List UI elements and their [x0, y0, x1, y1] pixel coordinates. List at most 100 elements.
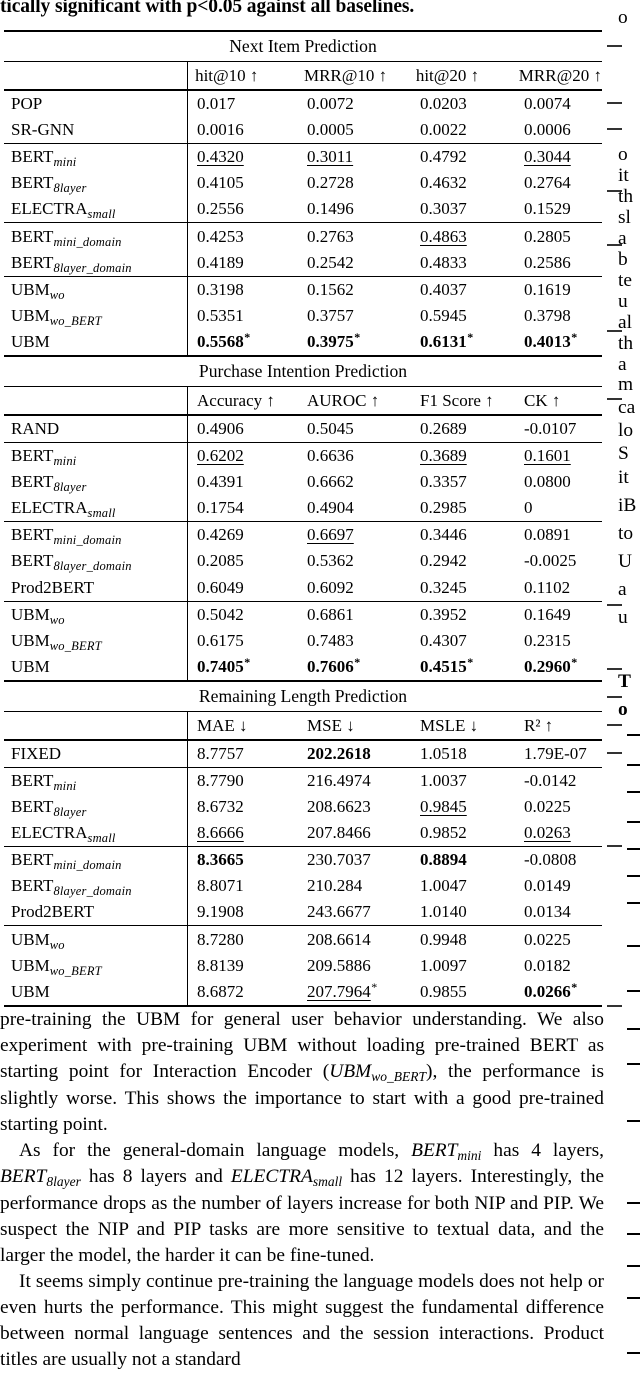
cell-value: 0.0074 — [524, 94, 571, 114]
row-label-base: BERT — [11, 797, 54, 817]
cell-value: 208.6623 — [307, 797, 371, 817]
row-label: UBM — [4, 982, 187, 1002]
table-cell: 0.7606* — [297, 655, 410, 677]
cell-value: 0.5568 — [197, 331, 244, 351]
row-label-subscript: mini_domain — [53, 533, 122, 548]
cutoff-dash-fragment — [627, 848, 640, 850]
cutoff-rule-fragment — [607, 244, 622, 246]
significance-star: * — [467, 655, 474, 670]
table-cell: 0.4037 — [410, 280, 514, 300]
row-label-base: ELECTRA — [11, 498, 88, 518]
cutoff-rule-fragment — [607, 128, 622, 130]
row-label-base: BERT — [11, 770, 54, 790]
table-cell: 0.0005 — [297, 120, 410, 140]
row-label: RAND — [4, 419, 187, 439]
cutoff-text-fragment: iB — [618, 495, 637, 516]
row-label-base: BERT — [11, 252, 54, 272]
cutoff-dash-fragment — [627, 764, 640, 766]
cell-value: 0.9852 — [420, 823, 467, 843]
table-cell: 0.1649 — [514, 605, 602, 625]
row-label-base: UBM — [11, 955, 50, 975]
cutoff-dash-fragment — [627, 875, 640, 877]
table-cell: 1.79E-07 — [514, 744, 602, 764]
significance-star: * — [571, 655, 578, 670]
cell-value: 0.4105 — [197, 173, 244, 193]
table-cell: 0.1619 — [514, 280, 602, 300]
cutoff-rule-fragment — [607, 724, 622, 726]
text-segment: small — [312, 1174, 343, 1190]
text-segment: has 12 layers. Interestingly, the perfor… — [0, 1166, 604, 1267]
row-label-base: ELECTRA — [11, 823, 88, 843]
table-cell: 0.0022 — [410, 120, 514, 140]
table-cell: 0.9855 — [410, 982, 514, 1002]
text-segment: has 8 layers and — [80, 1166, 231, 1188]
table-cell: 0.5042 — [187, 605, 297, 625]
row-label-subscript: 8layer — [53, 480, 87, 495]
table-cell: 0.2315 — [514, 631, 602, 651]
cell-value: 0.9855 — [420, 981, 467, 1001]
table-cell: 0.4904 — [297, 498, 410, 518]
cell-value: 0.2689 — [420, 418, 467, 438]
cell-value: 0.4904 — [307, 498, 354, 518]
table-cell: 0.0149 — [514, 876, 602, 896]
row-label-base: UBM — [11, 305, 50, 325]
cutoff-dash-fragment — [627, 1297, 640, 1299]
row-label-subscript: wo_BERT — [49, 313, 102, 328]
cutoff-rule-fragment — [607, 845, 622, 847]
table-cell: 0.5945 — [410, 306, 514, 326]
row-label: BERTmini_domain — [4, 525, 187, 548]
cell-value: 0.0263 — [524, 823, 571, 843]
table-cell: 0.0263 — [514, 823, 602, 843]
cutoff-dash-fragment — [627, 734, 640, 736]
cutoff-text-fragment: a — [618, 354, 627, 375]
cell-value: 209.5886 — [307, 955, 371, 975]
cell-value: 8.6872 — [197, 981, 244, 1001]
table-cell: 216.4974 — [297, 771, 410, 791]
row-label-subscript: mini — [53, 454, 77, 469]
row-label: BERTmini — [4, 446, 187, 469]
column-header: hit@10 ↑ — [195, 65, 259, 85]
table-cell: 0.6697 — [297, 525, 410, 545]
cell-value: 0.4189 — [197, 252, 244, 272]
cell-value: 0.6636 — [307, 446, 354, 466]
row-label-base: BERT — [11, 551, 54, 571]
table-cell: 0.6049 — [187, 578, 297, 598]
table-cell: 0.3044 — [514, 147, 602, 167]
cutoff-text-fragment: al — [618, 312, 632, 333]
table-row: UBM 8.6872 207.7964* 0.9855 0.0266* — [4, 979, 602, 1005]
cell-value: 0.2763 — [307, 226, 354, 246]
cutoff-text-fragment: u — [618, 607, 628, 628]
row-label: FIXED — [4, 744, 187, 764]
row-label: ELECTRAsmall — [4, 498, 187, 520]
table-cell: 1.0037 — [410, 771, 514, 791]
cell-value: 0.0072 — [307, 94, 354, 114]
table-cell: 0.6131* — [410, 330, 514, 352]
cell-value: 0.1619 — [524, 279, 571, 299]
cell-value: 0 — [524, 498, 533, 518]
cell-value: 0.0891 — [524, 525, 571, 545]
cell-value: 0.6861 — [307, 604, 354, 624]
table-cell: 0.017 — [187, 94, 297, 114]
table-cell: 0.2586 — [514, 253, 602, 273]
cell-value: 0.0266 — [524, 981, 571, 1001]
cell-value: 0.3952 — [420, 604, 467, 624]
table-cell: 0.7483 — [297, 631, 410, 651]
cell-value: 0.0149 — [524, 876, 571, 896]
cell-value: 8.7757 — [197, 743, 244, 763]
column-header: MRR@20 ↑ — [518, 65, 602, 85]
text-segment: ELECTRA — [230, 1166, 313, 1188]
table-cell: 0.1754 — [187, 498, 297, 518]
cell-value: 0.0006 — [524, 120, 571, 140]
table-cell: 0.4391 — [187, 472, 297, 492]
table-cell: 0.2542 — [297, 253, 410, 273]
cell-value: 1.0097 — [420, 955, 467, 975]
cell-value: 0.9948 — [420, 929, 467, 949]
cell-value: 0.017 — [197, 94, 236, 114]
table-cell: 0.4307 — [410, 631, 514, 651]
table-purchase-intention-prediction: Purchase Intention Prediction Accuracy ↑ A… — [4, 354, 602, 680]
table-cell: 0.0134 — [514, 902, 602, 922]
cutoff-text-fragment: it — [618, 467, 629, 488]
table-cell: 1.0518 — [410, 744, 514, 764]
cell-value: 1.0037 — [420, 770, 467, 790]
row-label-base: UBM — [11, 630, 50, 650]
